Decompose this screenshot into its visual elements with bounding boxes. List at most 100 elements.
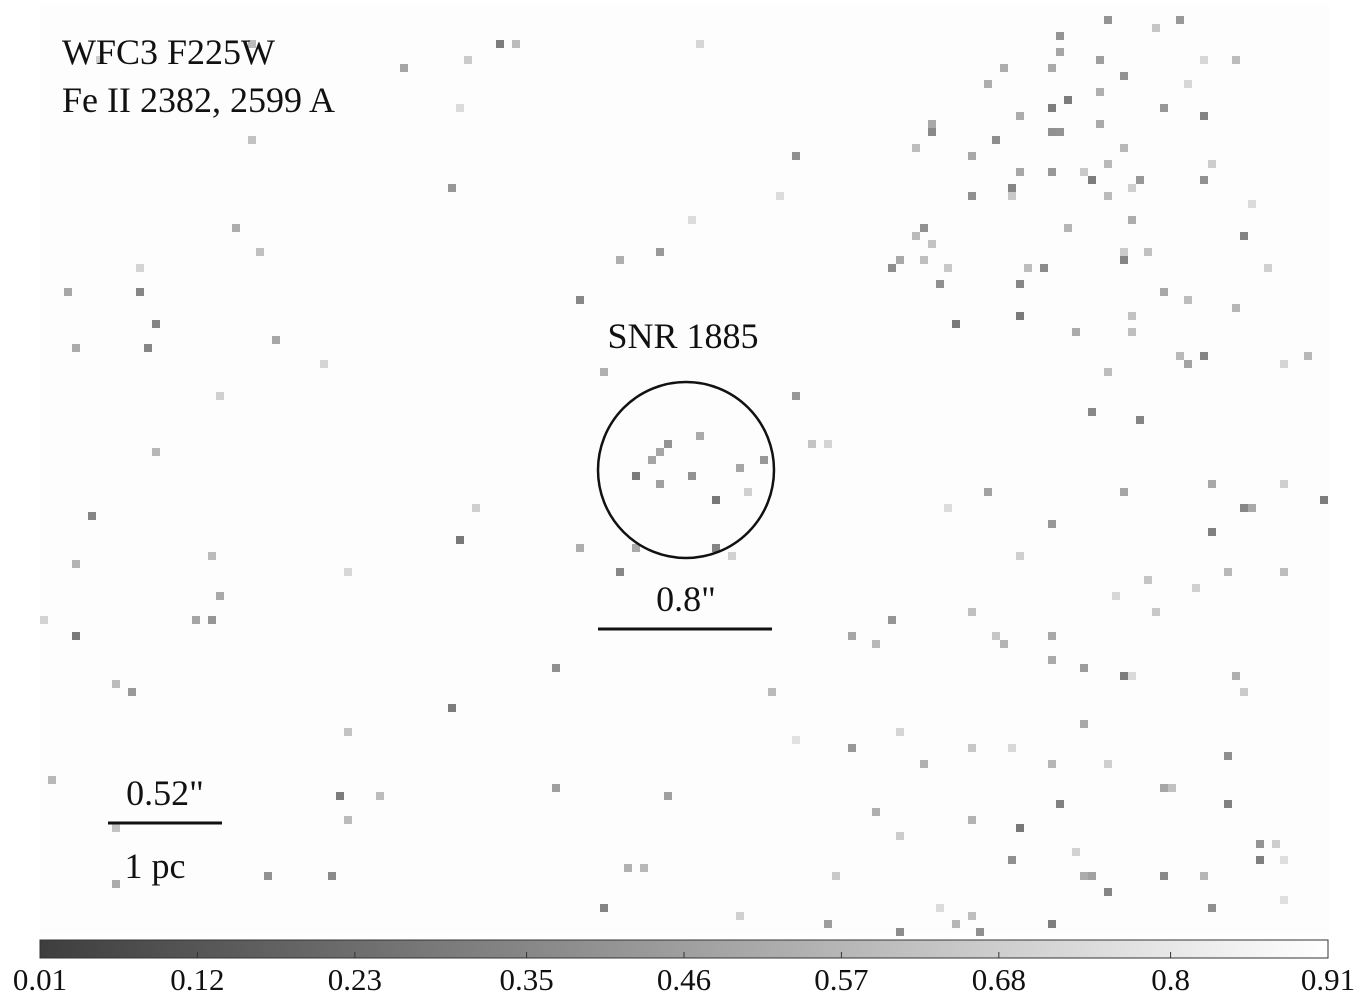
colorbar-tick-label: 0.8 [1151, 962, 1190, 997]
speckle [992, 632, 1000, 640]
page: WFC3 F225W Fe II 2382, 2599 A SNR 1885 +… [0, 0, 1372, 998]
speckle [472, 504, 480, 512]
speckle [848, 744, 856, 752]
speckle [1264, 264, 1272, 272]
speckle [152, 320, 160, 328]
speckle [1304, 352, 1312, 360]
speckle [1280, 568, 1288, 576]
speckle [72, 344, 80, 352]
colorbar-tick-label: 0.68 [972, 962, 1026, 997]
speckle [1224, 752, 1232, 760]
speckle [1200, 56, 1208, 64]
speckle [824, 440, 832, 448]
speckle [1144, 248, 1152, 256]
speckle [944, 504, 952, 512]
speckle [1200, 872, 1208, 880]
speckle [256, 248, 264, 256]
speckle [1056, 128, 1064, 136]
speckle [136, 288, 144, 296]
speckle [632, 472, 640, 480]
speckle [928, 128, 936, 136]
speckle [728, 552, 736, 560]
speckle [624, 864, 632, 872]
speckle [320, 360, 328, 368]
speckle [1208, 480, 1216, 488]
speckle [768, 688, 776, 696]
speckle [456, 536, 464, 544]
speckle [600, 904, 608, 912]
speckle [1200, 352, 1208, 360]
speckle [1176, 352, 1184, 360]
speckle [968, 816, 976, 824]
colorbar-tick-label: 0.46 [657, 962, 711, 997]
speckle [968, 608, 976, 616]
speckle [1120, 72, 1128, 80]
speckle [1160, 784, 1168, 792]
speckle [1136, 416, 1144, 424]
speckle [912, 232, 920, 240]
speckle [1240, 504, 1248, 512]
speckle [336, 792, 344, 800]
speckle [1120, 488, 1128, 496]
speckle [72, 632, 80, 640]
speckle [112, 880, 120, 888]
speckle [984, 80, 992, 88]
speckle [208, 616, 216, 624]
speckle [920, 760, 928, 768]
speckle [1160, 104, 1168, 112]
filter-label: WFC3 F225W [62, 32, 275, 72]
speckle [1240, 688, 1248, 696]
speckle [1080, 664, 1088, 672]
speckle [1160, 288, 1168, 296]
speckle [1096, 56, 1104, 64]
speckle [832, 872, 840, 880]
speckle [1016, 312, 1024, 320]
speckle [1128, 672, 1136, 680]
speckle [1048, 128, 1056, 136]
speckle [1256, 840, 1264, 848]
speckle [1000, 64, 1008, 72]
speckle [696, 40, 704, 48]
speckle [1048, 104, 1056, 112]
speckle [1128, 312, 1136, 320]
speckle [1232, 672, 1240, 680]
speckle [48, 776, 56, 784]
speckle [1088, 872, 1096, 880]
speckle [1208, 160, 1216, 168]
speckle [1016, 168, 1024, 176]
speckle [1184, 80, 1192, 88]
speckle [1016, 552, 1024, 560]
speckle [664, 440, 672, 448]
speckle [552, 784, 560, 792]
speckle [992, 136, 1000, 144]
speckle [1008, 184, 1016, 192]
speckle [808, 440, 816, 448]
speckle [920, 224, 928, 232]
speckle [1224, 568, 1232, 576]
speckle [1168, 784, 1176, 792]
speckle [448, 704, 456, 712]
speckle [152, 448, 160, 456]
speckle [776, 192, 784, 200]
speckle [1056, 48, 1064, 56]
speckle [1280, 360, 1288, 368]
speckle [1056, 800, 1064, 808]
speckle [248, 136, 256, 144]
speckle [656, 248, 664, 256]
speckle [616, 568, 624, 576]
speckle [1064, 96, 1072, 104]
speckle [968, 744, 976, 752]
speckle [1048, 656, 1056, 664]
speckle [1104, 16, 1112, 24]
speckle [896, 832, 904, 840]
speckle [1064, 224, 1072, 232]
speckle [1008, 192, 1016, 200]
speckle [1008, 744, 1016, 752]
speckle [1232, 56, 1240, 64]
speckle [344, 728, 352, 736]
speckle [1120, 256, 1128, 264]
speckle [1048, 920, 1056, 928]
speckle [1096, 88, 1104, 96]
speckle [272, 336, 280, 344]
speckle [656, 448, 664, 456]
